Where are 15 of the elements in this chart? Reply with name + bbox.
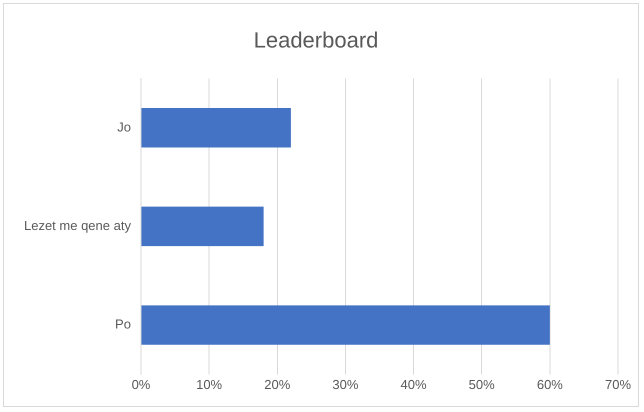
y-tick-label: Lezet me qene aty bbox=[24, 218, 132, 233]
y-tick-label: Jo bbox=[117, 119, 131, 134]
bar bbox=[141, 108, 291, 148]
chart-title: Leaderboard bbox=[254, 27, 378, 52]
x-tick-label: 40% bbox=[400, 376, 427, 392]
x-tick-label: 30% bbox=[332, 376, 359, 392]
x-tick-label: 70% bbox=[604, 376, 632, 392]
x-tick-label: 10% bbox=[196, 376, 223, 392]
x-tick-label: 60% bbox=[536, 376, 564, 392]
x-tick-label: 0% bbox=[132, 376, 151, 392]
y-tick-label: Po bbox=[115, 316, 131, 332]
bar bbox=[141, 206, 264, 246]
x-tick-label: 50% bbox=[468, 376, 496, 392]
x-tick-label: 20% bbox=[264, 376, 291, 392]
bar bbox=[141, 305, 550, 345]
